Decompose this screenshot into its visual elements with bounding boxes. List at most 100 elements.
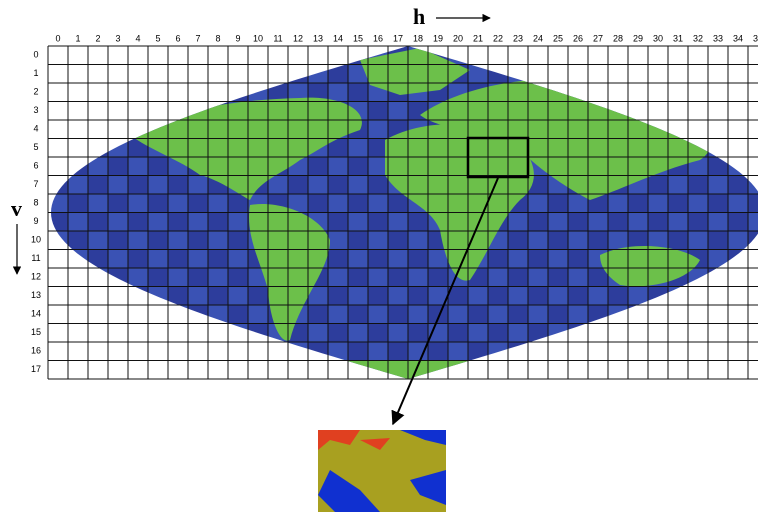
ocean-tile	[228, 305, 248, 324]
ocean-tile	[688, 120, 708, 139]
ocean-tile	[348, 342, 368, 361]
ocean-tile	[208, 268, 228, 287]
ocean-tile	[168, 83, 188, 102]
ocean-tile	[628, 231, 648, 250]
ocean-tile	[108, 286, 128, 305]
ocean-tile	[328, 212, 348, 231]
ocean-tile	[68, 231, 88, 250]
ocean-tile	[268, 360, 288, 379]
ocean-tile	[328, 231, 348, 250]
ocean-tile	[208, 360, 228, 379]
ocean-tile	[428, 249, 448, 268]
ocean-tile	[248, 323, 268, 342]
ocean-tile	[108, 83, 128, 102]
ocean-tile	[128, 323, 148, 342]
column-label: 14	[333, 33, 343, 43]
row-label: 3	[33, 105, 38, 115]
ocean-tile	[168, 286, 188, 305]
ocean-tile	[248, 360, 268, 379]
ocean-tile	[148, 305, 168, 324]
ocean-tile	[148, 194, 168, 213]
ocean-tile	[68, 249, 88, 268]
ocean-tile	[88, 249, 108, 268]
ocean-tile	[348, 249, 368, 268]
ocean-tile	[168, 249, 188, 268]
v-label: v	[11, 196, 22, 221]
ocean-tile	[588, 231, 608, 250]
row-label: 9	[33, 216, 38, 226]
row-label: 11	[31, 253, 40, 263]
ocean-tile	[608, 231, 628, 250]
ocean-tile	[748, 138, 758, 157]
ocean-tile	[648, 231, 668, 250]
ocean-tile	[468, 323, 488, 342]
ocean-tile	[548, 194, 568, 213]
ocean-tile	[388, 249, 408, 268]
ocean-tile	[328, 83, 348, 102]
ocean-tile	[368, 323, 388, 342]
ocean-tile	[488, 360, 508, 379]
column-label: 26	[573, 33, 583, 43]
ocean-tile	[208, 323, 228, 342]
ocean-tile	[168, 212, 188, 231]
ocean-tile	[308, 360, 328, 379]
ocean-tile	[728, 120, 748, 139]
ocean-tile	[708, 360, 728, 379]
ocean-tile	[488, 342, 508, 361]
ocean-tile	[368, 194, 388, 213]
column-label: 27	[593, 33, 603, 43]
ocean-tile	[88, 305, 108, 324]
ocean-tile	[188, 360, 208, 379]
ocean-tile	[628, 323, 648, 342]
ocean-tile	[608, 194, 628, 213]
ocean-tile	[728, 249, 748, 268]
ocean-tile	[268, 64, 288, 83]
ocean-tile	[528, 360, 548, 379]
ocean-tile	[348, 231, 368, 250]
ocean-tile	[568, 360, 588, 379]
ocean-tile	[348, 268, 368, 287]
row-label: 2	[33, 87, 38, 97]
ocean-tile	[568, 46, 588, 65]
ocean-tile	[548, 305, 568, 324]
ocean-tile	[208, 83, 228, 102]
ocean-tile	[51, 305, 68, 324]
ocean-tile	[748, 231, 758, 250]
ocean-tile	[388, 286, 408, 305]
ocean-tile	[468, 286, 488, 305]
ocean-tile	[688, 101, 708, 120]
ocean-tile	[588, 286, 608, 305]
ocean-tile	[148, 157, 168, 176]
ocean-tile	[668, 360, 688, 379]
ocean-tile	[51, 342, 68, 361]
column-label: 5	[155, 33, 160, 43]
ocean-tile	[108, 360, 128, 379]
ocean-tile	[528, 286, 548, 305]
ocean-tile	[88, 323, 108, 342]
ocean-tile	[348, 212, 368, 231]
ocean-tile	[488, 268, 508, 287]
ocean-tile	[108, 249, 128, 268]
ocean-tile	[648, 101, 668, 120]
ocean-tile	[568, 212, 588, 231]
ocean-tile	[588, 342, 608, 361]
ocean-tile	[368, 101, 388, 120]
ocean-tile	[68, 157, 88, 176]
ocean-tile	[228, 342, 248, 361]
ocean-tile	[328, 194, 348, 213]
ocean-tile	[728, 231, 748, 250]
ocean-tile	[308, 323, 328, 342]
ocean-tile	[388, 268, 408, 287]
row-label: 8	[33, 198, 38, 208]
ocean-tile	[748, 249, 758, 268]
ocean-tile	[508, 249, 528, 268]
ocean-tile	[728, 342, 748, 361]
ocean-tile	[668, 46, 688, 65]
ocean-tile	[668, 194, 688, 213]
ocean-tile	[108, 101, 128, 120]
column-label: 15	[353, 33, 363, 43]
ocean-tile	[588, 64, 608, 83]
ocean-tile	[168, 46, 188, 65]
ocean-tile	[148, 64, 168, 83]
row-label: 4	[33, 124, 38, 134]
